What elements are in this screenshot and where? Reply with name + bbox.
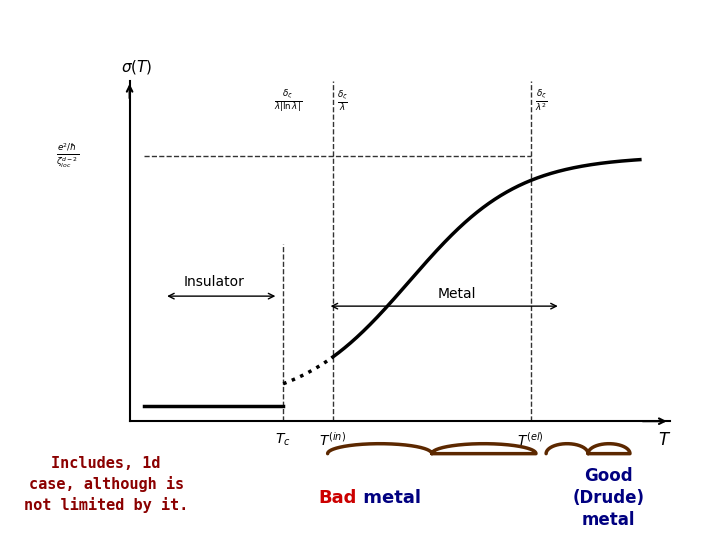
- Text: $T^{(in)}$: $T^{(in)}$: [319, 431, 346, 449]
- Text: $\frac{e^2/\hbar}{\zeta_{loc}^{d-2}}$: $\frac{e^2/\hbar}{\zeta_{loc}^{d-2}}$: [56, 142, 79, 170]
- Text: $T$: $T$: [658, 431, 671, 449]
- Text: Metal: Metal: [437, 287, 476, 301]
- Text: metal: metal: [357, 489, 421, 507]
- Text: $T_c$: $T_c$: [275, 431, 291, 448]
- Text: $T^{(el)}$: $T^{(el)}$: [518, 431, 544, 449]
- Text: Insulator: Insulator: [184, 275, 244, 288]
- Text: Bad: Bad: [319, 489, 357, 507]
- Text: $\frac{\delta_\zeta}{\lambda^2}$: $\frac{\delta_\zeta}{\lambda^2}$: [534, 88, 547, 114]
- Text: Includes, 1d
case, although is
not limited by it.: Includes, 1d case, although is not limit…: [24, 456, 189, 514]
- Text: Good
(Drude)
metal: Good (Drude) metal: [572, 467, 644, 529]
- Text: $\sigma(T)$: $\sigma(T)$: [121, 58, 153, 76]
- Text: Finite temperature Metal-Insulator Transition: Finite temperature Metal-Insulator Trans…: [38, 21, 682, 44]
- Text: $\frac{\delta_\zeta}{\lambda}$: $\frac{\delta_\zeta}{\lambda}$: [337, 88, 348, 114]
- Text: $\frac{\delta_\zeta}{\lambda|\ln\lambda|}$: $\frac{\delta_\zeta}{\lambda|\ln\lambda|…: [274, 87, 302, 114]
